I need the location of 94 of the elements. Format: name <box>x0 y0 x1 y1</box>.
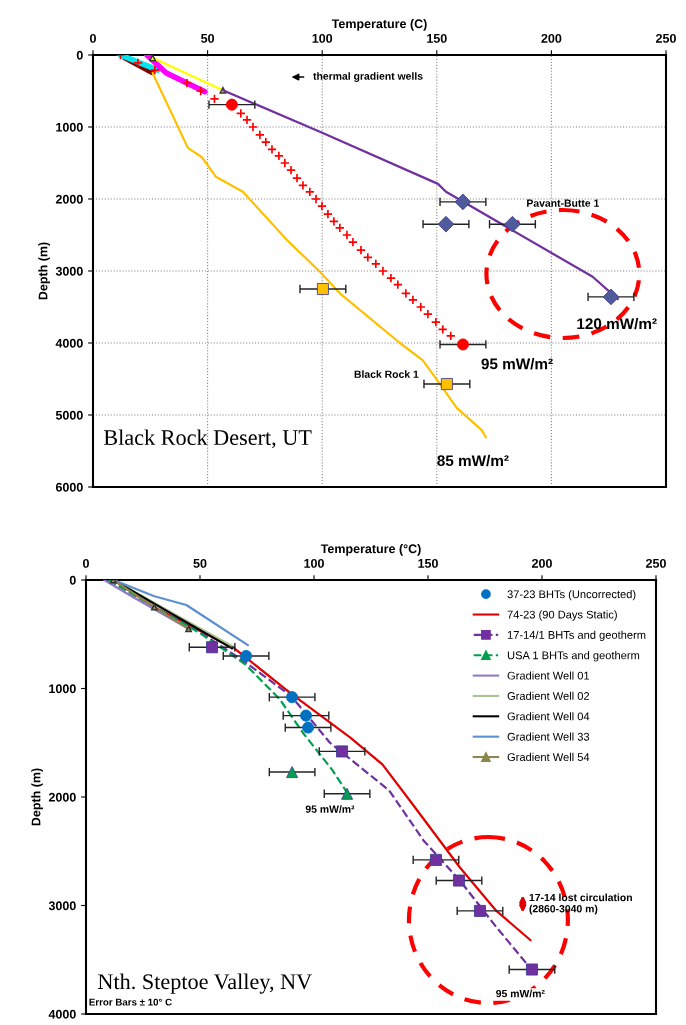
legend-label: Gradient Well 02 <box>507 691 590 700</box>
legend-label: Gradient Well 04 <box>507 712 590 721</box>
x-tick-label: 50 <box>193 558 207 568</box>
point <box>453 874 465 887</box>
annotation: 85 mW/m² <box>437 454 509 467</box>
point <box>334 222 345 233</box>
y-tick-label: 5000 <box>55 410 83 420</box>
legend-label: USA 1 BHTs and geotherm <box>507 651 640 662</box>
annotation: 120 mW/m² <box>577 317 657 330</box>
point <box>195 85 206 97</box>
point <box>415 301 426 313</box>
y-tick-label: 3000 <box>55 266 83 276</box>
x-tick-label: 250 <box>646 558 666 568</box>
y-tick-label: 6000 <box>55 482 83 492</box>
point <box>328 216 339 227</box>
point <box>437 324 448 335</box>
y-tick-label: 0 <box>76 50 83 60</box>
annotation: 95 mW/m² <box>305 805 355 813</box>
point <box>149 55 157 62</box>
point <box>247 121 258 133</box>
x-axis-title: Temperature (C) <box>331 19 427 31</box>
point <box>474 904 486 917</box>
point <box>322 209 333 220</box>
y-tick-label: 3000 <box>48 901 76 911</box>
annotation: Nth. Steptoe Valley, NV <box>98 973 312 994</box>
x-tick-label: 100 <box>304 558 324 568</box>
point <box>311 193 322 205</box>
x-tick-label: 200 <box>541 33 562 43</box>
point <box>181 78 192 89</box>
point <box>430 853 442 866</box>
x-tick-label: 50 <box>201 33 215 43</box>
point <box>235 108 246 119</box>
point <box>273 150 284 161</box>
point <box>316 283 329 295</box>
x-tick-label: 250 <box>656 33 676 43</box>
annotation: Error Bars ± 10° C <box>89 998 172 1006</box>
legend-label: 37-23 BHTs (Uncorrected) <box>507 590 636 601</box>
annotation: 17-14 lost circulation (2860-3040 m) <box>529 893 632 915</box>
point <box>132 57 143 68</box>
point <box>242 114 253 125</box>
point <box>297 180 308 191</box>
x-tick-label: 150 <box>418 558 438 568</box>
annotation: Black Rock Desert, UT <box>103 429 312 449</box>
legend-label: 74-23 (90 Days Static) <box>507 610 617 621</box>
y-axis-title: Depth (m) <box>31 768 43 826</box>
point <box>185 625 193 633</box>
y-tick-label: 1000 <box>49 684 76 694</box>
point <box>254 129 265 140</box>
point <box>407 294 418 305</box>
point <box>316 201 327 212</box>
point <box>286 165 297 176</box>
legend-label: Gradient Well 54 <box>507 752 590 762</box>
y-tick-label: 2000 <box>48 792 76 802</box>
legend-label: Gradient Well 33 <box>507 732 590 741</box>
point <box>437 215 455 233</box>
point <box>260 137 271 148</box>
point <box>347 237 358 248</box>
point <box>149 65 160 76</box>
point <box>341 229 352 241</box>
point <box>392 279 403 290</box>
point <box>370 258 381 269</box>
annotation: Black Rock 1 <box>354 370 419 378</box>
y-tick-label: 1000 <box>56 122 83 132</box>
point <box>362 252 373 263</box>
point <box>525 963 538 976</box>
point <box>377 265 388 277</box>
point <box>422 309 433 320</box>
point <box>355 245 366 256</box>
y-tick-label: 2000 <box>55 194 83 204</box>
point <box>267 144 278 155</box>
y-axis-title: Depth (m) <box>38 242 50 300</box>
point <box>440 378 453 391</box>
annotation: 95 mW/m² <box>481 358 553 370</box>
point <box>291 173 302 184</box>
y-tick-label: 0 <box>69 575 76 585</box>
point <box>304 186 315 197</box>
legend-label: Gradient Well 01 <box>507 671 590 680</box>
x-axis-title: Temperature (°C) <box>320 544 421 556</box>
legend-label: 17-14/1 BHTs and geotherm <box>507 630 646 642</box>
point <box>400 288 411 299</box>
annotation: thermal gradient wells <box>313 72 423 82</box>
x-tick-label: 200 <box>532 558 552 568</box>
point <box>445 330 456 341</box>
y-tick-label: 4000 <box>48 1009 76 1019</box>
y-tick-label: 4000 <box>55 338 83 348</box>
annotation: 95 mW/m² <box>496 989 545 998</box>
point <box>385 273 396 284</box>
x-tick-label: 100 <box>312 33 333 43</box>
point <box>279 157 290 169</box>
annotation: Pavant-Butte 1 <box>527 199 600 207</box>
x-tick-label: 150 <box>427 33 447 43</box>
point <box>430 317 441 328</box>
point <box>150 603 158 611</box>
x-tick-label: 0 <box>90 33 96 43</box>
